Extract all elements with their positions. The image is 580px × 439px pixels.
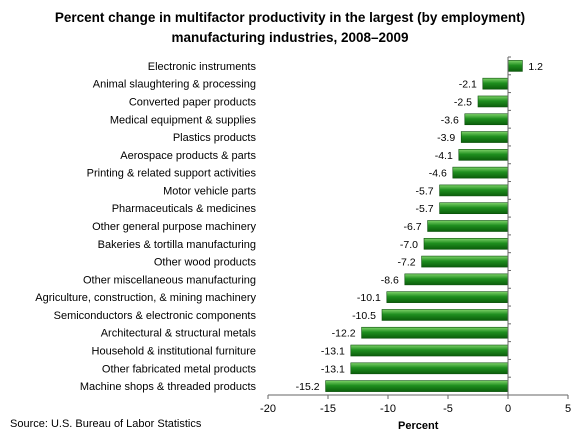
category-label: Electronic instruments bbox=[148, 61, 257, 73]
data-label: -8.6 bbox=[381, 274, 399, 286]
category-label: Medical equipment & supplies bbox=[110, 114, 257, 126]
bar bbox=[386, 291, 509, 303]
data-label: -3.6 bbox=[441, 114, 459, 126]
bar bbox=[427, 220, 509, 232]
category-label: Other fabricated metal products bbox=[102, 363, 257, 375]
bar bbox=[439, 184, 509, 197]
data-label: -2.1 bbox=[459, 79, 477, 91]
category-label: Plastics products bbox=[173, 132, 257, 144]
category-label: Motor vehicle parts bbox=[163, 185, 256, 197]
category-label: Architectural & structural metals bbox=[101, 328, 257, 340]
category-label: Household & institutional furniture bbox=[92, 346, 256, 358]
bar bbox=[507, 60, 523, 72]
bar bbox=[464, 113, 509, 126]
category-label: Other miscellaneous manufacturing bbox=[83, 274, 256, 286]
bar bbox=[460, 131, 509, 143]
bar bbox=[421, 255, 509, 268]
chart-title-line-2: manufacturing industries, 2008–2009 bbox=[171, 30, 409, 45]
category-label: Animal slaughtering & processing bbox=[93, 79, 256, 91]
bar bbox=[361, 326, 509, 339]
data-label: -12.2 bbox=[332, 328, 356, 340]
category-label: Converted paper products bbox=[129, 96, 257, 108]
x-tick-label: 0 bbox=[505, 403, 511, 415]
data-label: -5.7 bbox=[416, 185, 434, 197]
x-tick-label: -10 bbox=[380, 403, 396, 415]
bar bbox=[482, 77, 509, 90]
data-label: -4.1 bbox=[435, 150, 453, 162]
bar bbox=[423, 237, 509, 250]
data-label: -13.1 bbox=[321, 363, 345, 375]
data-label: -10.1 bbox=[357, 292, 381, 304]
category-label: Other wood products bbox=[154, 257, 257, 269]
category-label: Pharmaceuticals & medicines bbox=[112, 203, 257, 215]
x-tick-label: -15 bbox=[320, 403, 336, 415]
data-label: -13.1 bbox=[321, 346, 345, 358]
data-label: -7.2 bbox=[398, 257, 416, 269]
source-note: Source: U.S. Bureau of Labor Statistics bbox=[10, 418, 202, 430]
data-label: -2.5 bbox=[454, 96, 472, 108]
chart-title: Percent change in multifactor productivi… bbox=[0, 8, 580, 48]
data-label: -3.9 bbox=[437, 132, 455, 144]
x-tick-label: -20 bbox=[260, 403, 276, 415]
category-label: Semiconductors & electronic components bbox=[54, 310, 257, 322]
data-label: -6.7 bbox=[404, 221, 422, 233]
category-label: Machine shops & threaded products bbox=[80, 381, 257, 393]
bar bbox=[325, 380, 509, 392]
data-label: -10.5 bbox=[352, 310, 376, 322]
bar bbox=[477, 95, 509, 108]
x-axis-title: Percent bbox=[398, 420, 439, 432]
x-tick-label: 5 bbox=[565, 403, 571, 415]
bar bbox=[404, 273, 509, 286]
category-label: Agriculture, construction, & mining mach… bbox=[35, 292, 256, 304]
category-label: Aerospace products & parts bbox=[120, 150, 256, 162]
chart-title-line-1: Percent change in multifactor productivi… bbox=[54, 10, 526, 25]
data-label: -4.6 bbox=[429, 168, 447, 180]
category-label: Printing & related support activities bbox=[87, 168, 257, 180]
bar bbox=[350, 344, 509, 357]
data-label: 1.2 bbox=[528, 61, 543, 73]
bar bbox=[452, 166, 509, 179]
plot-area: Electronic instruments 1.2 Animal slaughte… bbox=[35, 56, 571, 415]
data-label: -15.2 bbox=[296, 381, 320, 393]
bar bbox=[381, 309, 509, 321]
bar bbox=[458, 149, 509, 161]
bar bbox=[350, 362, 509, 375]
bar bbox=[439, 202, 509, 215]
data-label: -7.0 bbox=[400, 239, 418, 251]
category-label: Bakeries & tortilla manufacturing bbox=[98, 239, 256, 251]
x-tick-label: -5 bbox=[443, 403, 453, 415]
data-label: -5.7 bbox=[416, 203, 434, 215]
category-label: Other general purpose machinery bbox=[92, 221, 256, 233]
